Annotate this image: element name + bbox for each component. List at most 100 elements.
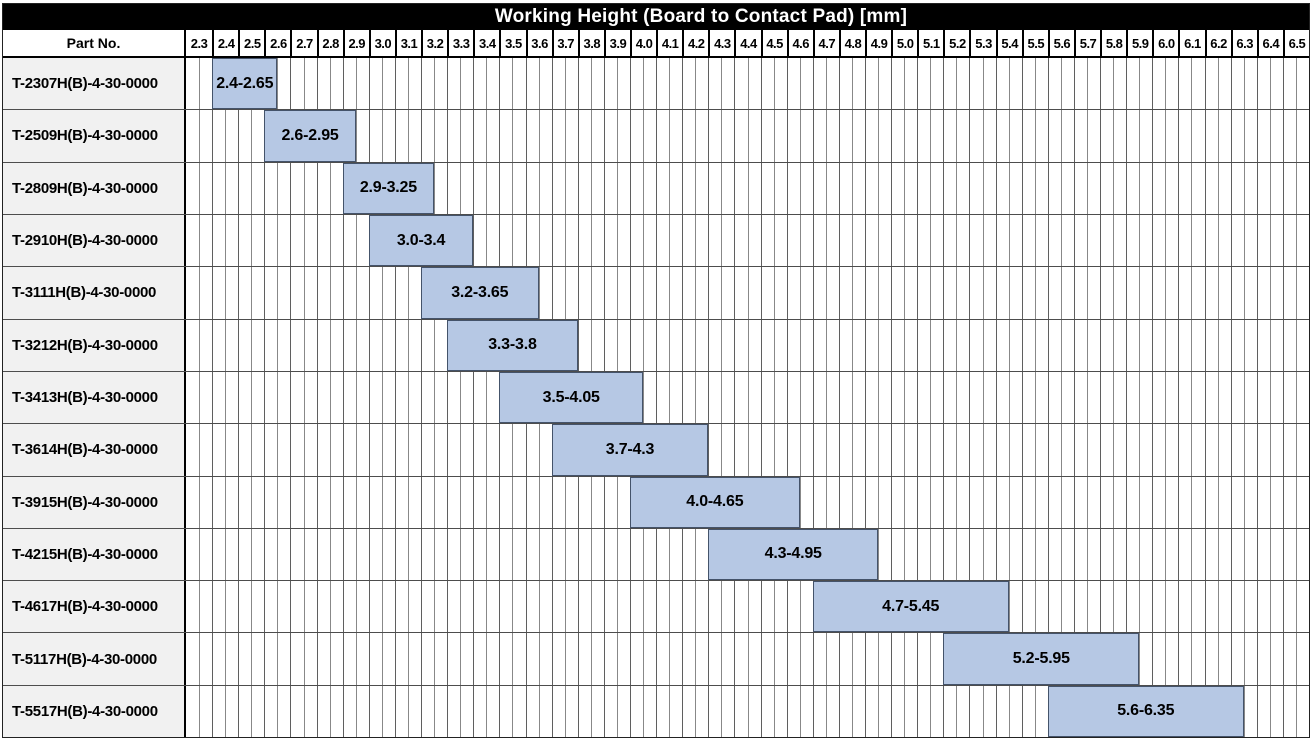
gridline-major xyxy=(1126,528,1128,581)
gridline-major xyxy=(421,110,423,162)
x-axis-tick-label: 4.5 xyxy=(760,30,787,56)
gridline-minor xyxy=(512,110,514,162)
gridline-minor xyxy=(695,371,697,424)
gridline-minor xyxy=(825,685,827,738)
gridline-major xyxy=(1256,476,1258,528)
gridline-major xyxy=(629,685,631,738)
gridline-minor xyxy=(956,267,958,319)
x-axis-tick-label: 4.4 xyxy=(734,30,760,56)
gridline-minor xyxy=(1113,476,1115,528)
gridline-minor xyxy=(851,424,853,476)
gridline-major xyxy=(212,371,214,424)
gridline-major xyxy=(1230,58,1232,110)
gridline-major xyxy=(342,319,344,371)
gridline-major xyxy=(708,371,710,424)
gridline-major xyxy=(656,214,658,267)
gridline-major xyxy=(995,528,997,581)
gridline-minor xyxy=(1191,267,1193,319)
gridline-minor xyxy=(1269,58,1271,110)
gridline-minor xyxy=(930,110,932,162)
gridline-minor xyxy=(1191,371,1193,424)
gridline-minor xyxy=(1295,214,1297,267)
gridline-minor xyxy=(355,476,357,528)
gridline-major xyxy=(1100,528,1102,581)
gridline-minor xyxy=(434,424,436,476)
gridline-major xyxy=(447,685,449,738)
gridline-major xyxy=(1047,528,1049,581)
part-no-cell: T-3614H(B)-4-30-0000 xyxy=(3,424,186,476)
gridline-minor xyxy=(538,633,540,685)
gridline-major xyxy=(629,528,631,581)
range-bar: 2.6-2.95 xyxy=(264,110,356,162)
gridline-major xyxy=(473,633,475,685)
gridline-minor xyxy=(982,476,984,528)
gridline-major xyxy=(1021,424,1023,476)
gridline-major xyxy=(656,267,658,319)
gridline-minor xyxy=(329,633,331,685)
gridline-major xyxy=(577,162,579,214)
gridline-minor xyxy=(956,110,958,162)
gridline-minor xyxy=(773,162,775,214)
gridline-minor xyxy=(590,633,592,685)
gridline-major xyxy=(1021,319,1023,371)
gridline-minor xyxy=(669,214,671,267)
gridline-major xyxy=(708,267,710,319)
gridline-major xyxy=(969,267,971,319)
gridline-major xyxy=(577,476,579,528)
gridline-minor xyxy=(460,424,462,476)
gridline-major xyxy=(995,214,997,267)
gridline-major xyxy=(212,528,214,581)
gridline-minor xyxy=(225,476,227,528)
gridline-major xyxy=(499,476,501,528)
gridline-minor xyxy=(643,58,645,110)
gridline-minor xyxy=(329,267,331,319)
gridline-minor xyxy=(1008,371,1010,424)
gridline-minor xyxy=(695,581,697,633)
x-axis-tick-label: 5.3 xyxy=(969,30,995,56)
gridline-major xyxy=(629,319,631,371)
gridline-major xyxy=(943,110,945,162)
gridline-minor xyxy=(512,633,514,685)
gridline-minor xyxy=(355,267,357,319)
x-axis-tick-label: 5.5 xyxy=(1021,30,1048,56)
gridline-minor xyxy=(1008,162,1010,214)
gridline-major xyxy=(1100,58,1102,110)
gridline-major xyxy=(917,685,919,738)
part-no-cell: T-3413H(B)-4-30-0000 xyxy=(3,371,186,424)
gridline-minor xyxy=(1269,371,1271,424)
gridline-minor xyxy=(1165,110,1167,162)
gridline-major xyxy=(682,633,684,685)
gridline-major xyxy=(212,424,214,476)
gridline-minor xyxy=(329,319,331,371)
gridline-minor xyxy=(851,371,853,424)
gridline-major xyxy=(943,214,945,267)
gridline-minor xyxy=(486,528,488,581)
x-axis-tick-label: 3.5 xyxy=(499,30,525,56)
gridline-minor xyxy=(799,58,801,110)
gridline-major xyxy=(421,58,423,110)
gridline-minor xyxy=(434,371,436,424)
gridline-major xyxy=(1047,319,1049,371)
gridline-minor xyxy=(564,110,566,162)
gridline-major xyxy=(525,528,527,581)
x-axis-tick-label: 3.1 xyxy=(394,30,421,56)
range-bar: 2.4-2.65 xyxy=(212,58,278,110)
gridline-minor xyxy=(1165,476,1167,528)
gridline-major xyxy=(1047,58,1049,110)
gridline-minor xyxy=(1139,528,1141,581)
gridline-major xyxy=(891,267,893,319)
range-bar: 4.0-4.65 xyxy=(629,476,800,528)
x-axis-tick-label: 4.0 xyxy=(629,30,656,56)
gridline-minor xyxy=(1060,371,1062,424)
gridline-minor xyxy=(277,319,279,371)
range-bar: 3.5-4.05 xyxy=(499,371,644,424)
gridline-minor xyxy=(277,476,279,528)
gridline-minor xyxy=(486,685,488,738)
gridline-major xyxy=(368,110,370,162)
gridline-minor xyxy=(1217,528,1219,581)
gridline-major xyxy=(734,685,736,738)
gridline-minor xyxy=(277,633,279,685)
gridline-major xyxy=(342,633,344,685)
row-plot-area: 3.2-3.65 xyxy=(186,267,1309,319)
gridline-minor xyxy=(538,476,540,528)
